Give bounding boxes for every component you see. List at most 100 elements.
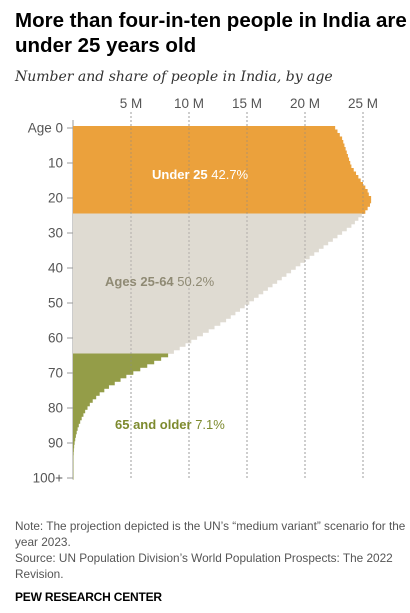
- group-label-share: 42.7%: [211, 167, 248, 182]
- bar-age-67: [73, 360, 155, 365]
- bar-age-1: [73, 129, 338, 134]
- chart-title: More than four-in-ten people in India ar…: [15, 9, 407, 57]
- bar-age-7: [73, 150, 347, 155]
- bar-age-83: [73, 416, 82, 421]
- group-label-share: 50.2%: [177, 274, 214, 289]
- bar-age-2: [73, 133, 340, 137]
- bar-age-4: [73, 140, 344, 144]
- bar-age-58: [73, 329, 209, 333]
- bar-age-45: [73, 283, 273, 288]
- bar-age-14: [73, 175, 359, 179]
- bar-age-11: [73, 164, 352, 169]
- bar-age-80: [73, 406, 88, 410]
- y-tick-label: 100+: [33, 471, 64, 486]
- group-label-0: Under 25 42.7%: [152, 167, 249, 182]
- y-tick-labels: Age 0 10 20 30 40 50 60 70 80 90 100+: [28, 121, 73, 486]
- y-tick-label: 90: [48, 436, 63, 451]
- bar-age-13: [73, 171, 357, 176]
- y-tick-label: 60: [48, 331, 63, 346]
- bar-age-5: [73, 143, 345, 148]
- x-tick-label: 20 M: [290, 96, 320, 111]
- bar-age-84: [73, 420, 81, 424]
- bar-age-52: [73, 308, 241, 312]
- y-tick-label: 10: [48, 156, 63, 171]
- gridline-overlay: [130, 112, 364, 480]
- bar-age-25: [73, 213, 362, 218]
- x-tick-label: 15 M: [232, 96, 262, 111]
- bar-age-10: [73, 161, 351, 165]
- bar-age-72: [73, 378, 121, 382]
- group-label-2: 65 and older 7.1%: [115, 417, 225, 432]
- bar-age-61: [73, 339, 192, 344]
- bar-age-29: [73, 227, 347, 232]
- bar-age-44: [73, 280, 278, 284]
- bar-age-47: [73, 290, 264, 295]
- bar-age-39: [73, 262, 301, 267]
- bar-age-22: [73, 203, 370, 207]
- bar-age-8: [73, 154, 348, 158]
- bar-age-69: [73, 367, 141, 372]
- bar-age-18: [73, 189, 368, 193]
- footnotes: Note: The projection depicted is the UN’…: [15, 518, 407, 582]
- y-tick-label: 30: [48, 226, 63, 241]
- bar-age-16: [73, 182, 363, 186]
- bar-age-46: [73, 287, 268, 291]
- bar-age-17: [73, 185, 366, 190]
- bar-age-78: [73, 399, 93, 403]
- bar-age-90: [73, 441, 75, 445]
- bar-age-37: [73, 255, 310, 260]
- bar-age-33: [73, 241, 329, 246]
- group-label-name: Ages 25-64: [105, 274, 177, 289]
- bar-age-70: [73, 371, 134, 375]
- bar-age-19: [73, 192, 369, 197]
- y-tick-label: 50: [48, 296, 63, 311]
- x-tick-label: 10 M: [174, 96, 204, 111]
- bar-age-87: [73, 430, 77, 435]
- bar-age-89: [73, 437, 76, 442]
- bar-age-57: [73, 325, 215, 330]
- bar-age-64: [73, 350, 174, 354]
- bar-age-77: [73, 395, 97, 400]
- bar-age-27: [73, 220, 355, 225]
- bar-age-75: [73, 388, 105, 393]
- bar-age-21: [73, 199, 372, 204]
- bar-age-9: [73, 157, 350, 162]
- population-pyramid-chart: 5 M 10 M 15 M 20 M 25 M Age 0 10 20 30 40 50 60 70 8…: [28, 96, 378, 486]
- bar-age-35: [73, 248, 319, 253]
- bar-age-68: [73, 364, 148, 368]
- bar-age-34: [73, 245, 324, 249]
- bar-age-82: [73, 413, 84, 417]
- bar-age-51: [73, 304, 245, 309]
- bar-age-6: [73, 147, 346, 151]
- bar-age-23: [73, 206, 368, 211]
- bar-age-26: [73, 217, 359, 221]
- bar-age-41: [73, 269, 292, 274]
- bar-age-50: [73, 301, 250, 305]
- bar-age-36: [73, 252, 315, 256]
- bar-age-54: [73, 315, 231, 319]
- y-tick-label: 20: [48, 191, 63, 206]
- bar-age-63: [73, 346, 180, 351]
- bar-age-86: [73, 427, 78, 431]
- bar-age-48: [73, 294, 259, 298]
- bar-age-20: [73, 196, 372, 200]
- bar-age-42: [73, 273, 287, 277]
- bar-age-85: [73, 423, 79, 428]
- group-label-name: 65 and older: [115, 417, 195, 432]
- bar-age-92: [73, 448, 74, 452]
- bar-age-40: [73, 266, 296, 270]
- group-label-name: Under 25: [152, 167, 211, 182]
- bar-age-59: [73, 332, 203, 337]
- group-labels: Under 25 42.7% Ages 25-64 50.2% 65 and old…: [105, 167, 249, 432]
- bar-age-12: [73, 168, 354, 172]
- source-text: Source: UN Population Division’s World P…: [15, 551, 393, 581]
- bar-age-74: [73, 385, 109, 389]
- bar-age-15: [73, 178, 361, 183]
- bar-age-62: [73, 343, 186, 347]
- bar-age-79: [73, 402, 90, 407]
- y-tick-label: 80: [48, 401, 63, 416]
- bar-age-76: [73, 392, 100, 396]
- bar-age-71: [73, 374, 127, 379]
- bar-age-81: [73, 409, 86, 414]
- bar-age-88: [73, 434, 76, 438]
